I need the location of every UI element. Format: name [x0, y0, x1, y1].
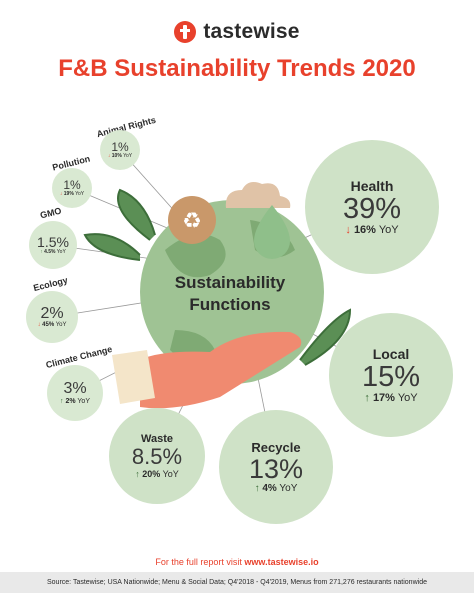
- bubble-yoy-animal-rights: ↓ 10% YoY: [108, 153, 132, 159]
- bubble-yoy-gmo: ↑ 4.5% YoY: [40, 249, 66, 255]
- source-note: Source: Tastewise; USA Nationwide; Menu …: [0, 572, 474, 593]
- yoy-percent: 10%: [111, 153, 122, 160]
- yoy-suffix: YoY: [276, 483, 298, 495]
- bubble-label-recycle: Recycle: [251, 439, 301, 455]
- yoy-percent: 4%: [262, 483, 277, 495]
- yoy-suffix: YoY: [75, 397, 90, 405]
- arrow-up-icon: ↑: [135, 468, 143, 479]
- bubble-yoy-waste: ↑ 20% YoY: [135, 469, 179, 479]
- bubble-health: Health 39% ↓ 16% YoY: [305, 140, 439, 274]
- footer-prefix: For the full report visit: [155, 557, 245, 567]
- yoy-suffix: YoY: [55, 249, 66, 256]
- recycle-icon: ♻: [182, 209, 202, 234]
- recycle-badge: [168, 196, 216, 244]
- bubble-recycle: Recycle 13% ↑ 4% YoY: [219, 410, 333, 524]
- arrow-down-icon: ↓: [37, 322, 43, 329]
- arrow-up-icon: ↑: [40, 249, 45, 256]
- bubble-gmo: 1.5% ↑ 4.5% YoY: [29, 221, 77, 269]
- bubble-waste: Waste 8.5% ↑ 20% YoY: [109, 408, 205, 504]
- bubble-label-local: Local: [372, 345, 410, 362]
- globe-land: [165, 220, 295, 360]
- bubble-value-local: 15%: [361, 360, 421, 393]
- brand-name: tastewise: [203, 20, 300, 43]
- yoy-percent: 16%: [353, 224, 376, 237]
- bubble-value-ecology: 2%: [40, 304, 64, 322]
- bubble-value-waste: 8.5%: [131, 444, 183, 470]
- bubble-yoy-ecology: ↓ 45% YoY: [37, 322, 66, 328]
- yoy-percent: 4.5%: [44, 249, 56, 256]
- center-title: Sustainability Functions: [174, 273, 286, 314]
- yoy-suffix: YoY: [160, 468, 179, 479]
- footer-url-link[interactable]: www.tastewise.io: [244, 557, 319, 567]
- brand-header: tastewise: [0, 20, 474, 48]
- page-title: F&B Sustainability Trends 2020: [58, 55, 416, 82]
- yoy-suffix: YoY: [394, 392, 418, 405]
- bubble-yoy-local: ↑ 17% YoY: [364, 392, 417, 404]
- hand: [140, 331, 302, 409]
- bubble-climate-change: 3% ↑ 2% YoY: [47, 365, 103, 421]
- water-drop: [254, 205, 290, 259]
- yoy-suffix: YoY: [375, 224, 399, 237]
- arrow-down-icon: ↓: [107, 153, 112, 160]
- sleeve: [112, 350, 155, 404]
- arrow-down-icon: ↓: [345, 224, 354, 237]
- arrow-down-icon: ↓: [59, 191, 64, 198]
- bubble-value-health: 39%: [342, 192, 402, 225]
- yoy-suffix: YoY: [73, 191, 85, 198]
- bubble-yoy-pollution: ↓ 19% YoY: [60, 191, 84, 197]
- bubble-value-recycle: 13%: [248, 453, 304, 484]
- bubble-value-animal-rights: 1%: [111, 139, 129, 154]
- tastewise-logo-icon: [174, 21, 197, 43]
- yoy-percent: 45%: [42, 322, 55, 329]
- yoy-percent: 17%: [372, 392, 395, 405]
- bubble-pollution: 1% ↓ 19% YoY: [52, 168, 92, 208]
- bubble-yoy-health: ↓ 16% YoY: [345, 224, 398, 236]
- bubble-yoy-recycle: ↑ 4% YoY: [255, 483, 298, 494]
- footer-link-text: For the full report visit www.tastewise.…: [0, 557, 474, 567]
- yoy-percent: 20%: [142, 468, 161, 479]
- yoy-suffix: YoY: [54, 322, 67, 329]
- yoy-suffix: YoY: [121, 153, 133, 160]
- cloud-shape: [225, 182, 291, 208]
- bubble-value-pollution: 1%: [63, 177, 81, 192]
- yoy-percent: 19%: [63, 191, 74, 198]
- bubble-label-waste: Waste: [141, 433, 173, 446]
- arrow-up-icon: ↑: [364, 392, 373, 405]
- arrow-up-icon: ↑: [254, 483, 263, 495]
- bubble-value-gmo: 1.5%: [37, 233, 69, 250]
- leaf-branch-right: [299, 308, 352, 366]
- arrow-up-icon: ↑: [60, 397, 66, 405]
- leaf-branch-left: [83, 188, 156, 261]
- bubble-local: Local 15% ↑ 17% YoY: [329, 313, 453, 437]
- bubble-animal-rights: 1% ↓ 10% YoY: [100, 130, 140, 170]
- yoy-percent: 2%: [65, 397, 76, 405]
- bubble-value-climate-change: 3%: [63, 380, 87, 398]
- bubble-label-health: Health: [350, 177, 394, 194]
- bubble-ecology: 2% ↓ 45% YoY: [26, 291, 78, 343]
- bubble-yoy-climate-change: ↑ 2% YoY: [60, 398, 90, 405]
